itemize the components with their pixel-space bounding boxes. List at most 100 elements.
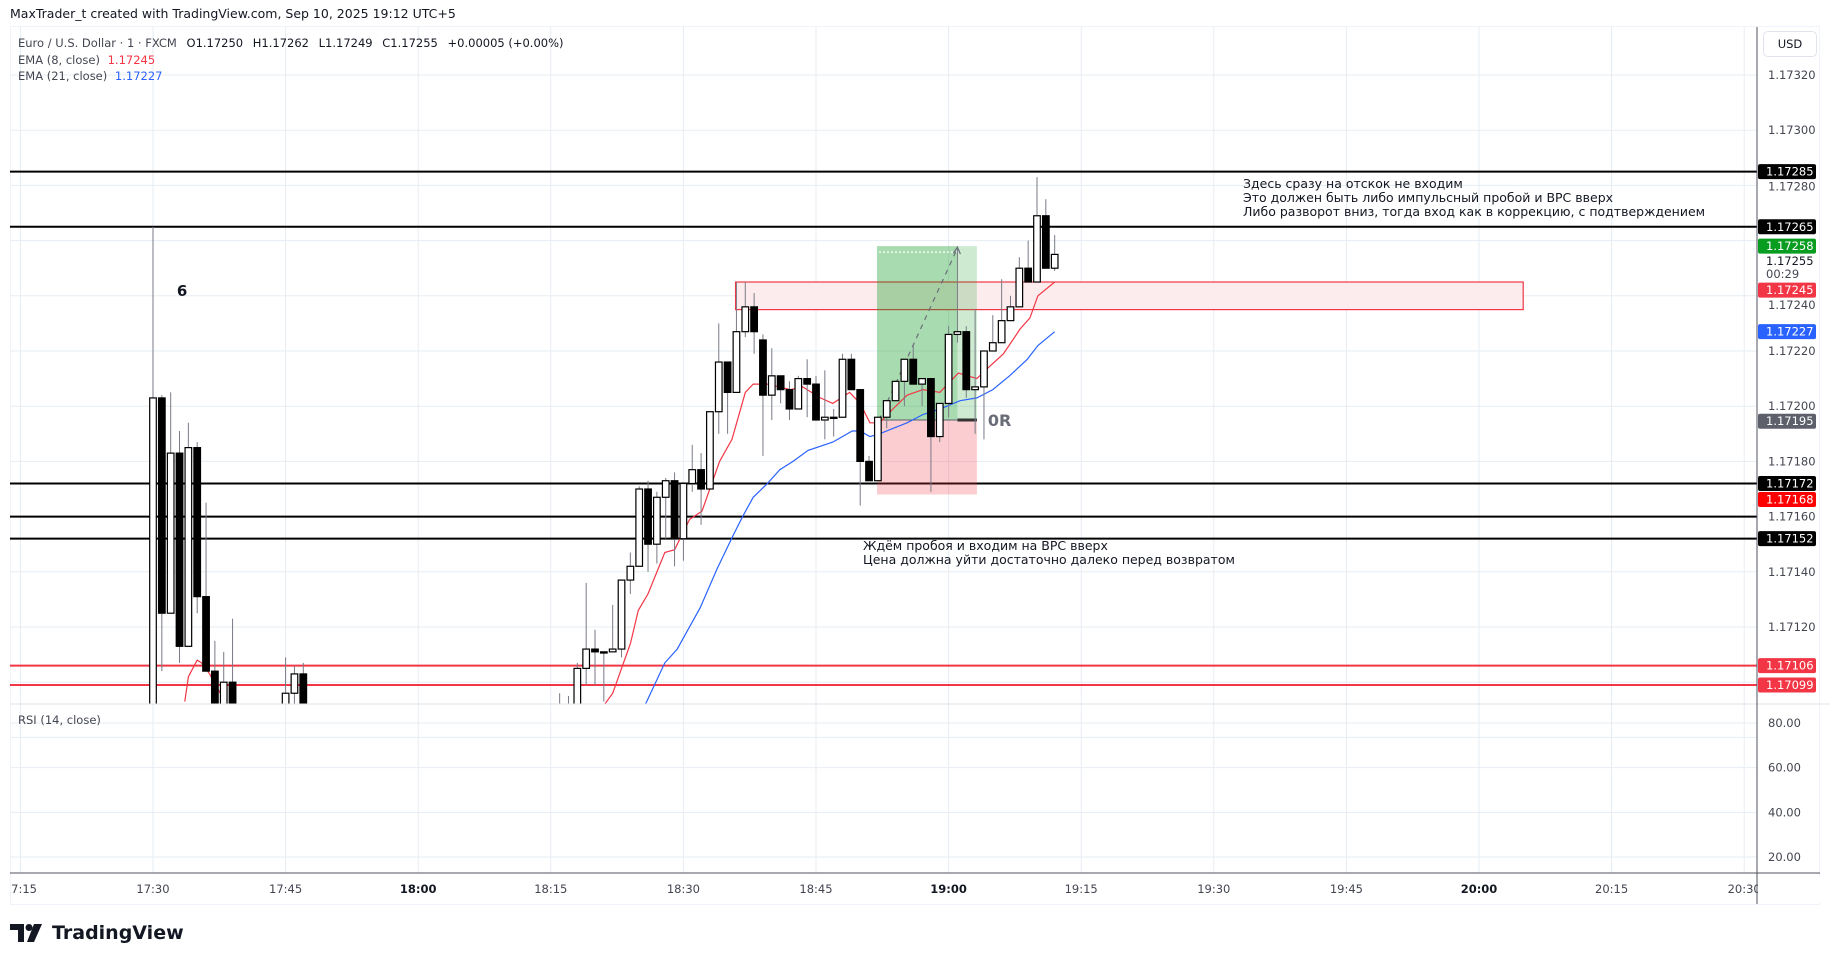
time-tick-label: 18:15 xyxy=(534,882,567,896)
legend-symbol-row: Euro / U.S. Dollar · 1 · FXCM O1.17250 H… xyxy=(18,36,564,50)
candle-bear xyxy=(210,670,219,704)
candle-bull xyxy=(688,469,697,485)
note-top[interactable]: Здесь сразу на отскок не входим Это долж… xyxy=(1243,177,1705,219)
price-badges: 1.17285 1.17265 1.17258 1.17245 1.17227 1.171… xyxy=(1758,164,1816,693)
price-axis[interactable]: 1.17320 1.17300 1.17280 1.17240 1.17220 1.172… xyxy=(1768,68,1816,634)
price-tick-label: 1.17220 xyxy=(1768,344,1816,358)
candle-bear xyxy=(644,488,652,545)
zone-rect xyxy=(734,281,1524,311)
price-badge-label: 1.17265 xyxy=(1766,220,1814,234)
time-tick-label: 17:15 xyxy=(4,882,37,896)
candle-bear xyxy=(591,648,599,653)
price-tick-label: 1.17300 xyxy=(1768,123,1816,137)
ohlc-high: H1.17262 xyxy=(252,36,309,50)
candle-bull xyxy=(891,380,900,402)
price-badge-label: 1.17227 xyxy=(1766,325,1814,339)
candles xyxy=(149,177,1059,738)
price-badge xyxy=(1758,413,1816,429)
ohlc-open: O1.17250 xyxy=(186,36,244,50)
candle-bull xyxy=(617,579,626,650)
ohlc-low: L1.17249 xyxy=(318,36,373,50)
time-tick-label: 19:00 xyxy=(930,882,967,896)
price-tick-label: 1.17120 xyxy=(1768,620,1816,634)
time-axis[interactable]: 17:15 17:30 17:45 18:00 18:15 18:30 18:45 19:00… xyxy=(0,877,1830,902)
rsi-tick-label: 80.00 xyxy=(1768,716,1801,730)
candle-bull xyxy=(1050,253,1059,269)
candle-bear xyxy=(785,389,794,410)
candle-bear xyxy=(750,306,759,333)
candle-bull xyxy=(820,416,829,421)
candle-bear xyxy=(927,378,935,438)
candle-bear xyxy=(670,480,679,540)
legend-ema21[interactable]: EMA (21, close) 1.17227 xyxy=(18,69,162,83)
price-tick-label: 1.17280 xyxy=(1768,180,1816,194)
current-price-readout: 1.17255 00:29 xyxy=(1766,254,1814,281)
candle-bear xyxy=(299,673,308,704)
time-tick-label: 17:30 xyxy=(136,882,169,896)
loss-zone xyxy=(876,420,958,495)
price-badge xyxy=(1758,324,1816,340)
candle-bear xyxy=(812,383,820,421)
candle-bull xyxy=(988,342,997,352)
note-line: Здесь сразу на отскок не входим xyxy=(1243,176,1463,191)
price-badge-label: 1.17099 xyxy=(1766,678,1814,692)
rsi-tick-label: 60.00 xyxy=(1768,761,1801,775)
symbol-name[interactable]: Euro / U.S. Dollar · 1 · FXCM xyxy=(18,36,177,50)
price-tick-label: 1.17160 xyxy=(1768,510,1816,524)
time-tick-label: 20:30 xyxy=(1728,882,1761,896)
note-line: Цена должна уйти достаточно далеко перед… xyxy=(863,552,1235,567)
bar-countdown: 00:29 xyxy=(1766,266,1800,281)
candle-bull xyxy=(565,715,572,732)
ema8-value: 1.17245 xyxy=(107,53,156,67)
candle-bull xyxy=(980,350,988,388)
tradingview-logo-icon xyxy=(10,924,42,942)
candle-bear xyxy=(962,331,971,391)
candle-bull xyxy=(149,397,157,704)
candle-bear xyxy=(202,596,210,672)
price-tick-label: 1.17240 xyxy=(1768,298,1816,312)
price-badge xyxy=(1758,219,1816,235)
candle-bull xyxy=(900,358,909,382)
currency-button[interactable]: USD xyxy=(1763,31,1817,57)
price-badge xyxy=(1758,282,1816,298)
candle-bull xyxy=(219,681,228,704)
time-tick-label: 18:00 xyxy=(400,882,437,896)
logo-text: TradingView xyxy=(52,922,184,944)
loss-zone-future xyxy=(957,420,977,495)
price-badge xyxy=(1758,491,1816,507)
candle-bull xyxy=(997,320,1006,344)
price-badge-label: 1.17168 xyxy=(1766,492,1814,506)
candle-bear xyxy=(228,681,237,704)
chart-frame xyxy=(10,26,1820,905)
rsi-legend[interactable]: RSI (14, close) xyxy=(18,713,101,727)
candle-bear xyxy=(556,724,563,738)
candle-bull xyxy=(944,333,953,405)
candle-bull xyxy=(1015,267,1024,308)
legend-ema8[interactable]: EMA (8, close) 1.17245 xyxy=(18,53,155,67)
price-badge-label: 1.17195 xyxy=(1766,414,1814,428)
candle-bull xyxy=(829,416,838,420)
time-tick-label: 20:00 xyxy=(1461,882,1498,896)
price-badge xyxy=(1758,475,1816,491)
price-tick-label: 1.17180 xyxy=(1768,454,1816,468)
rsi-axis[interactable]: 80.00 60.00 40.00 20.00 xyxy=(1768,716,1801,864)
count-label: 6 xyxy=(177,282,187,300)
price-badge xyxy=(1758,164,1816,180)
time-axis-mask-right xyxy=(1758,877,1830,902)
candle-bull xyxy=(573,667,582,704)
price-badge xyxy=(1758,531,1816,547)
time-tick-label: 19:15 xyxy=(1065,882,1098,896)
note-bottom[interactable]: Ждём пробоя и входим на ВРС вверх Цена д… xyxy=(863,539,1235,567)
long-position-tool[interactable] xyxy=(876,245,977,495)
candle-bear xyxy=(1024,267,1033,283)
candle-bull xyxy=(971,386,980,391)
price-badge-label: 1.17172 xyxy=(1766,476,1814,490)
resistance-zone[interactable] xyxy=(734,281,1524,311)
candle-bull xyxy=(661,480,670,498)
time-tick-label: 19:45 xyxy=(1330,882,1363,896)
note-line: Ждём пробоя и входим на ВРС вверх xyxy=(863,538,1108,553)
candle-bull xyxy=(281,692,290,704)
candle-bull xyxy=(652,496,661,545)
candle-bull xyxy=(953,331,962,336)
